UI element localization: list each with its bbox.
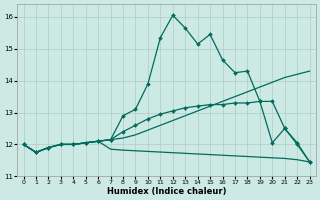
- X-axis label: Humidex (Indice chaleur): Humidex (Indice chaleur): [107, 187, 226, 196]
